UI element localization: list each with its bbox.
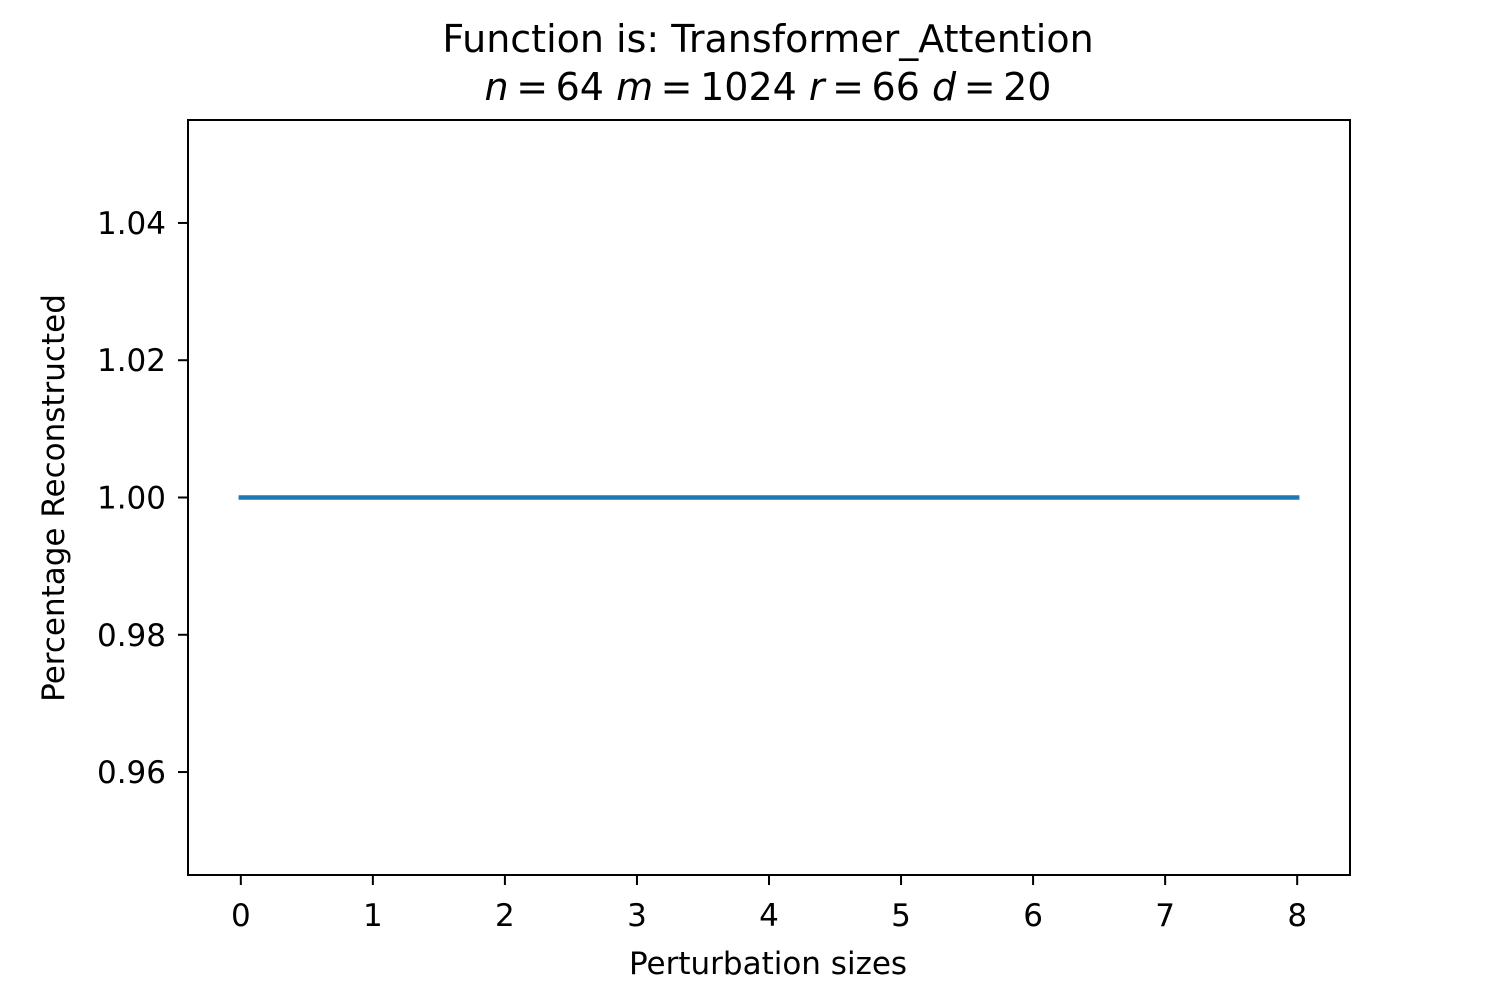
x-tick-label: 3 bbox=[627, 898, 647, 934]
x-axis: 0 1 2 3 4 5 6 7 8 bbox=[231, 875, 1307, 934]
x-tick-label: 7 bbox=[1155, 898, 1175, 934]
x-tick-label: 4 bbox=[759, 898, 779, 934]
x-tick-label: 5 bbox=[891, 898, 911, 934]
subtitle-param-r: r bbox=[797, 65, 827, 109]
y-tick-label: 1.04 bbox=[97, 206, 166, 242]
x-tick-label: 1 bbox=[363, 898, 383, 934]
x-tick-label: 6 bbox=[1023, 898, 1043, 934]
subtitle-value-r: = 66 bbox=[825, 65, 920, 109]
subtitle-param-d: d bbox=[920, 65, 957, 109]
chart-subtitle: n = 64 m = 1024 r = 66 d = 20 bbox=[485, 65, 1052, 109]
y-axis: 0.96 0.98 1.00 1.02 1.04 bbox=[97, 206, 188, 791]
x-tick-label: 0 bbox=[231, 898, 251, 934]
y-tick-label: 1.02 bbox=[97, 343, 166, 379]
y-tick-label: 0.96 bbox=[97, 755, 166, 791]
y-axis-label: Percentage Reconstructed bbox=[36, 294, 72, 702]
subtitle-param-n: n bbox=[485, 65, 509, 109]
x-axis-label: Perturbation sizes bbox=[629, 946, 907, 982]
chart-title: Function is: Transformer_Attention bbox=[442, 17, 1093, 61]
x-tick-label: 2 bbox=[495, 898, 515, 934]
subtitle-param-m: m bbox=[604, 65, 653, 109]
y-tick-label: 0.98 bbox=[97, 618, 166, 654]
y-tick-label: 1.00 bbox=[97, 481, 166, 517]
subtitle-value-d: = 20 bbox=[956, 65, 1051, 109]
x-tick-label: 8 bbox=[1287, 898, 1307, 934]
subtitle-value-m: = 1024 bbox=[653, 65, 797, 109]
subtitle-value-n: = 64 bbox=[509, 65, 604, 109]
